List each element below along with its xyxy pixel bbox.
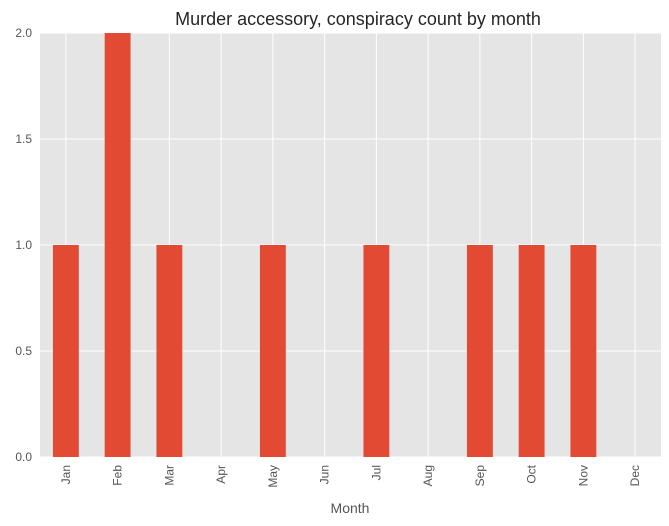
x-tick-label: Jul xyxy=(369,465,383,480)
bar-feb xyxy=(104,33,131,457)
x-tick-label: Jan xyxy=(59,465,73,484)
x-tick-label: Jun xyxy=(318,465,332,484)
bar-mar xyxy=(156,245,183,457)
x-tick-label: May xyxy=(266,465,280,488)
y-axis-ticks: 0.0 0.5 1.0 1.5 2.0 xyxy=(15,26,32,464)
x-tick-label: Mar xyxy=(162,465,176,486)
y-tick-label: 0.5 xyxy=(15,344,32,358)
y-tick-label: 1.5 xyxy=(15,132,32,146)
bar-may xyxy=(259,245,286,457)
x-tick-label: Feb xyxy=(111,465,125,486)
bar-jan xyxy=(52,245,79,457)
x-tick-label: Nov xyxy=(576,465,590,486)
x-tick-label: Sep xyxy=(473,465,487,487)
bar-oct xyxy=(518,245,545,457)
bar-jul xyxy=(363,245,390,457)
bars xyxy=(52,33,597,457)
y-tick-label: 2.0 xyxy=(15,26,32,40)
x-tick-label: Dec xyxy=(628,465,642,486)
x-tick-label: Aug xyxy=(421,465,435,486)
chart-title: Murder accessory, conspiracy count by mo… xyxy=(175,9,541,29)
x-axis-label: Month xyxy=(331,500,370,516)
x-axis-ticks: Jan Feb Mar Apr May Jun Jul Aug Sep Oct Nov Dec xyxy=(59,464,642,487)
x-tick-label: Apr xyxy=(214,465,228,484)
bar-nov xyxy=(570,245,597,457)
x-tick-label: Oct xyxy=(525,464,539,483)
bar-sep xyxy=(466,245,493,457)
y-tick-label: 0.0 xyxy=(15,450,32,464)
y-tick-label: 1.0 xyxy=(15,238,32,252)
